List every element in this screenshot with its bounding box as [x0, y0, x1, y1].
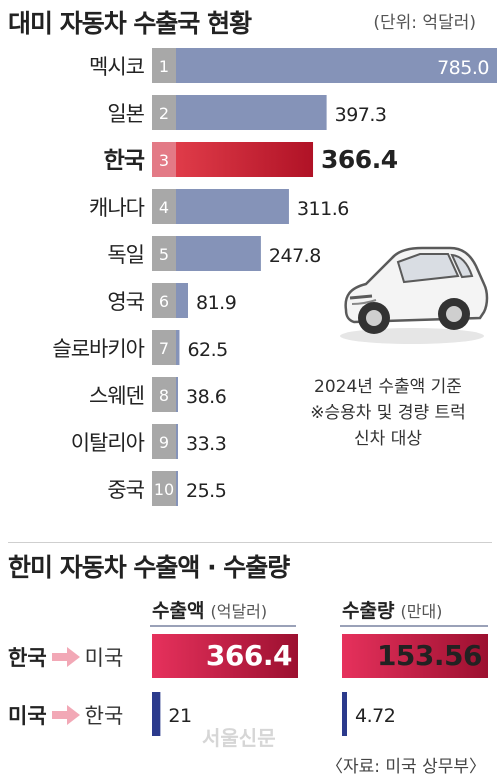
- arrow-right-icon: [51, 647, 81, 667]
- volume-header-underline: [340, 625, 488, 627]
- section-divider: [8, 542, 492, 543]
- value-label: 25.5: [186, 480, 226, 502]
- value-label: 153.56: [377, 639, 482, 672]
- row-to: 한국: [84, 704, 124, 728]
- chart-title: 대미 자동차 수출국 현황: [8, 9, 252, 38]
- rank-number: 6: [159, 292, 169, 311]
- value-label: 366.4: [321, 145, 398, 174]
- arrow-right-icon: [51, 705, 81, 725]
- rank-box: [152, 471, 176, 506]
- rank-box: [152, 48, 176, 83]
- value-label: 311.6: [297, 198, 349, 220]
- volume-unit: (만대): [400, 602, 443, 621]
- amount-head: 수출액: [152, 600, 205, 622]
- ranking-bar-chart: 1 멕시코 785.0 2 일본 397.3 3 한국 366.4 4 캐나다 311.6 5 독일 247…: [52, 48, 497, 506]
- category-label: 일본: [107, 102, 144, 126]
- bar: [152, 95, 327, 130]
- category-label: 멕시코: [89, 55, 145, 79]
- value-label: 62.5: [187, 339, 227, 361]
- rank-box: [152, 377, 176, 412]
- rank-box: [152, 424, 176, 459]
- rank-box: [152, 189, 176, 224]
- bar: [152, 142, 314, 177]
- rank-number: 8: [159, 386, 169, 405]
- rank-number: 9: [159, 433, 169, 452]
- category-label: 캐나다: [89, 196, 145, 220]
- rank-number: 5: [159, 245, 169, 264]
- category-label: 중국: [107, 478, 144, 502]
- category-label: 스웨덴: [89, 384, 144, 408]
- category-label: 영국: [107, 290, 144, 314]
- row-to: 미국: [84, 646, 124, 670]
- amount-header-underline: [150, 625, 296, 627]
- bar: [342, 634, 488, 678]
- row-label-us-to-korea: 미국 한국: [8, 700, 123, 730]
- category-label: 한국: [104, 148, 145, 174]
- value-label: 38.6: [186, 386, 226, 408]
- rank-number: 2: [159, 104, 169, 123]
- rank-box: [152, 330, 176, 365]
- value-label: 81.9: [196, 292, 236, 314]
- category-label: 이탈리아: [71, 431, 145, 455]
- rank-number: 3: [159, 151, 169, 170]
- publisher-watermark: 서울신문: [202, 726, 276, 750]
- value-label: 397.3: [335, 104, 387, 126]
- rank-number: 1: [159, 57, 169, 76]
- row-from: 한국: [8, 646, 47, 670]
- car-icon: [340, 246, 489, 344]
- section-title: 한미 자동차 수출액 · 수출량: [8, 553, 290, 582]
- value-label: 21: [168, 705, 191, 727]
- rank-box: [152, 95, 176, 130]
- rank-number: 4: [159, 198, 169, 217]
- category-label: 독일: [107, 243, 144, 267]
- bar: [152, 634, 298, 678]
- amount-unit: (억달러): [210, 602, 268, 621]
- rank-number: 10: [154, 480, 174, 499]
- volume-column-header: 수출량 (만대): [342, 596, 442, 623]
- bar: [342, 692, 347, 736]
- note-line: ※승용차 및 경량 트럭: [310, 403, 466, 423]
- amount-column-header: 수출액 (억달러): [152, 596, 267, 623]
- chart-note: 2024년 수출액 기준 ※승용차 및 경량 트럭 신차 대상: [288, 374, 488, 452]
- category-label: 슬로바키아: [52, 337, 144, 361]
- unit-label: (단위: 억달러): [373, 13, 476, 33]
- bar: [152, 692, 161, 736]
- value-label: 366.4: [206, 639, 292, 672]
- volume-head: 수출량: [342, 600, 395, 622]
- value-label: 4.72: [355, 705, 395, 727]
- rank-box: [152, 142, 176, 177]
- note-line: 2024년 수출액 기준: [314, 377, 462, 397]
- value-label: 785.0: [437, 57, 489, 79]
- rank-box: [152, 283, 176, 318]
- value-label: 33.3: [186, 433, 226, 455]
- rank-number: 7: [159, 339, 169, 358]
- bar: [152, 48, 497, 83]
- row-from: 미국: [8, 704, 47, 728]
- note-line: 신차 대상: [354, 429, 422, 449]
- row-label-korea-to-us: 한국 미국: [8, 642, 123, 672]
- source-note: 〈자료: 미국 상무부〉: [325, 757, 486, 777]
- value-label: 247.8: [269, 245, 321, 267]
- rank-box: [152, 236, 176, 271]
